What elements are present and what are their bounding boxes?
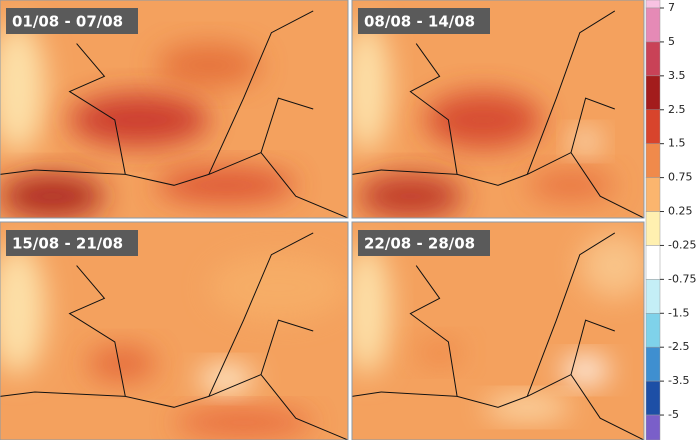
- legend-label: 0.75: [668, 171, 693, 184]
- coastline: [352, 232, 644, 440]
- legend-swatch: [645, 313, 661, 348]
- map-shade: [425, 91, 542, 149]
- legend-label: 0.25: [668, 205, 693, 218]
- map-panel: 01/08 - 07/08: [0, 0, 349, 219]
- legend-swatch: [645, 75, 661, 111]
- legend-swatch: [645, 380, 661, 416]
- map-shade: [527, 170, 615, 201]
- map-shade: [352, 21, 390, 153]
- legend-swatch: [645, 346, 661, 382]
- legend-swatch: [645, 245, 661, 280]
- legend-swatch: [645, 41, 661, 77]
- map-panel: 15/08 - 21/08: [0, 221, 349, 440]
- map-shade: [69, 93, 209, 147]
- label-box: [358, 230, 490, 256]
- map-shade: [0, 174, 105, 218]
- legend-swatch: [645, 414, 661, 440]
- legend-label: -3.5: [668, 374, 689, 387]
- legend-swatch: [645, 7, 661, 43]
- map: [0, 0, 348, 218]
- coastline: [352, 10, 644, 218]
- panel-border: [0, 0, 349, 219]
- coastline: [0, 232, 348, 440]
- map-shade: [156, 167, 296, 203]
- map: [0, 222, 348, 440]
- panel-border: [351, 221, 645, 440]
- legend-label: -5: [668, 408, 679, 421]
- map-shade: [174, 409, 314, 436]
- panel-border: [0, 221, 349, 440]
- panel-label: 15/08 - 21/08: [12, 235, 123, 253]
- label-box: [6, 8, 138, 34]
- map-shade: [156, 43, 261, 88]
- map-shade: [198, 365, 255, 393]
- map-shade: [357, 174, 463, 218]
- label-box: [6, 230, 138, 256]
- map-shade: [571, 130, 601, 153]
- legend-label: 5: [668, 35, 675, 48]
- legend-label: -0.75: [668, 272, 696, 285]
- coastline: [0, 10, 348, 218]
- legend-swatch: [645, 143, 661, 178]
- legend-label: 2.5: [668, 103, 686, 116]
- map-shade: [0, 21, 46, 153]
- panel-border: [351, 0, 645, 219]
- legend-label: 3.5: [668, 69, 686, 82]
- legend-swatch: [645, 0, 661, 9]
- label-box: [358, 8, 490, 34]
- map-panel: 08/08 - 14/08: [351, 0, 645, 219]
- map: [352, 0, 644, 218]
- legend-swatch: [645, 211, 661, 246]
- map-shade: [579, 232, 644, 299]
- map: [352, 222, 644, 440]
- panel-label: 22/08 - 28/08: [364, 235, 475, 253]
- map-shade: [352, 243, 390, 375]
- legend-swatch: [645, 109, 661, 144]
- panel-label: 08/08 - 14/08: [364, 13, 475, 31]
- map-shade: [562, 357, 609, 384]
- map-shade: [0, 243, 46, 375]
- legend-label: 7: [668, 1, 675, 14]
- legend-label: 1.5: [668, 137, 686, 150]
- legend-swatch: [645, 177, 661, 212]
- map-shade: [87, 346, 157, 382]
- map-shade: [483, 396, 571, 419]
- legend-label: -2.5: [668, 340, 689, 353]
- map-shade: [416, 339, 463, 366]
- legend-label: -1.5: [668, 306, 689, 319]
- map-shade: [208, 254, 348, 321]
- legend-label: -0.25: [668, 238, 696, 251]
- map-panel: 22/08 - 28/08: [351, 221, 645, 440]
- panel-label: 01/08 - 07/08: [12, 13, 123, 31]
- legend-swatch: [645, 279, 661, 314]
